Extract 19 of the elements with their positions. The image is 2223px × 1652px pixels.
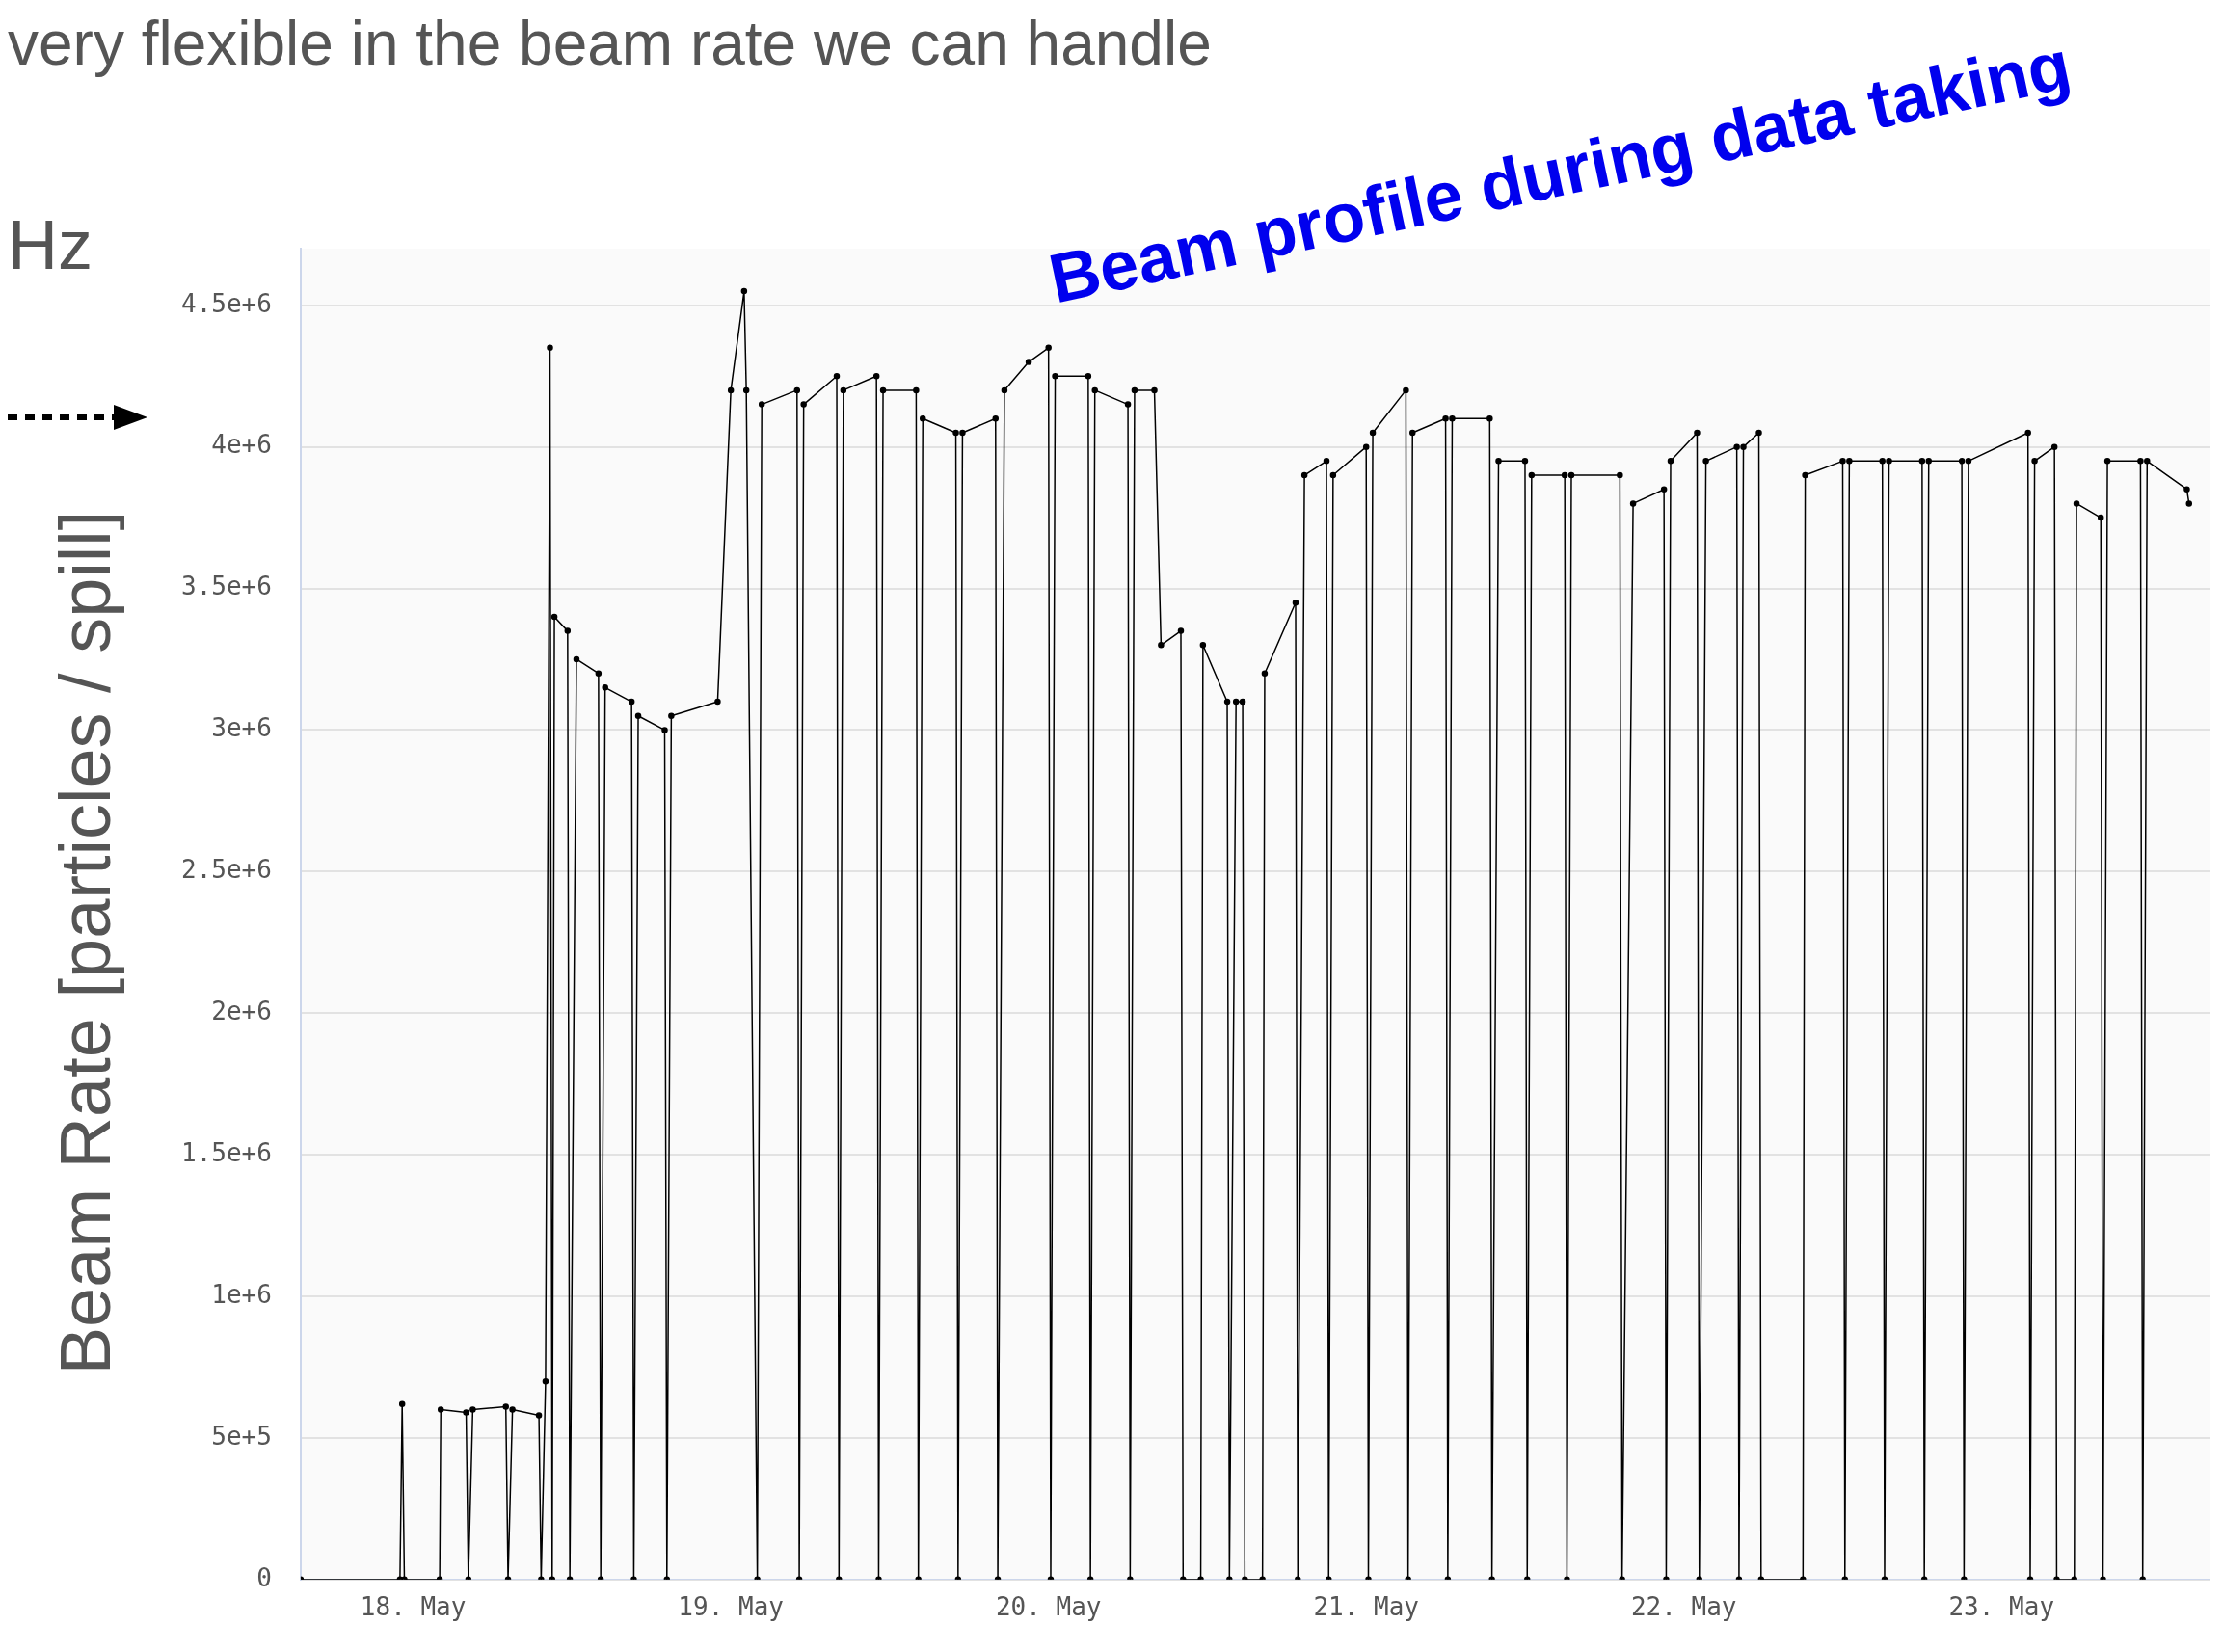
y-tick-label: 5e+5 (211, 1421, 272, 1451)
y-tick-label: 0 (256, 1562, 272, 1592)
x-tick-label: 19. May (678, 1592, 784, 1622)
y-axis-title: Beam Rate [particles / spill] (43, 510, 126, 1375)
x-tick-label: 23. May (1948, 1592, 2055, 1622)
y-tick-label: 4.5e+6 (181, 288, 272, 318)
x-tick-label: 18. May (360, 1592, 467, 1622)
y-tick-label: 1.5e+6 (181, 1137, 272, 1167)
x-tick-label: 22. May (1630, 1592, 1737, 1622)
x-tick-label: 20. May (995, 1592, 1102, 1622)
y-tick-label: 2e+6 (211, 996, 272, 1026)
y-tick-label: 3.5e+6 (181, 572, 272, 601)
text: very flexible in the beam rate we can handle (8, 8, 1212, 79)
y-tick-label: 3e+6 (211, 713, 272, 743)
y-tick-label: 1e+6 (211, 1279, 272, 1309)
x-tick-label: 21. May (1313, 1592, 1419, 1622)
y-tick-label: 4e+6 (211, 430, 272, 460)
text: Hz (8, 205, 93, 284)
y-tick-label: 2.5e+6 (181, 855, 272, 885)
